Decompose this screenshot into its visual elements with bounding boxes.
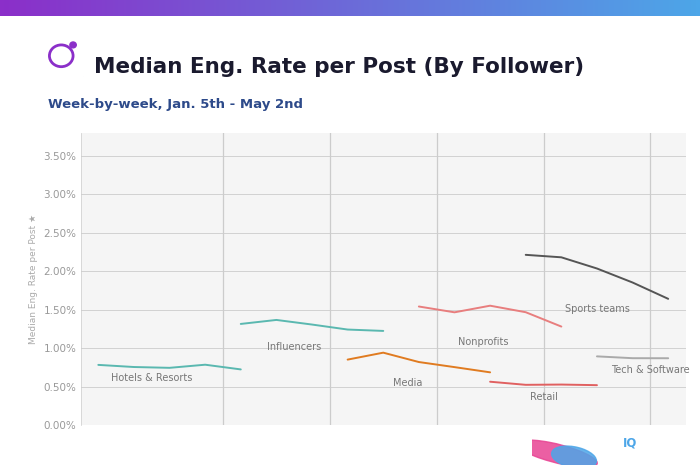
Text: Week-by-week, Jan. 5th - May 2nd: Week-by-week, Jan. 5th - May 2nd	[48, 98, 302, 111]
Text: Median Eng. Rate per Post (By Follower): Median Eng. Rate per Post (By Follower)	[94, 57, 584, 78]
Text: Media: Media	[393, 378, 423, 388]
Ellipse shape	[552, 446, 596, 465]
Text: Retail: Retail	[530, 392, 557, 402]
Circle shape	[70, 42, 76, 48]
Ellipse shape	[517, 440, 597, 465]
Y-axis label: Median Eng. Rate per Post ★: Median Eng. Rate per Post ★	[29, 214, 38, 344]
Text: Tech & Software: Tech & Software	[611, 365, 690, 375]
Text: IQ: IQ	[623, 436, 637, 449]
Text: Influencers: Influencers	[267, 342, 321, 352]
Text: Hotels & Resorts: Hotels & Resorts	[111, 373, 192, 383]
Text: Nonprofits: Nonprofits	[458, 337, 508, 347]
Text: Sports teams: Sports teams	[564, 304, 629, 314]
Text: Rival: Rival	[587, 436, 620, 449]
